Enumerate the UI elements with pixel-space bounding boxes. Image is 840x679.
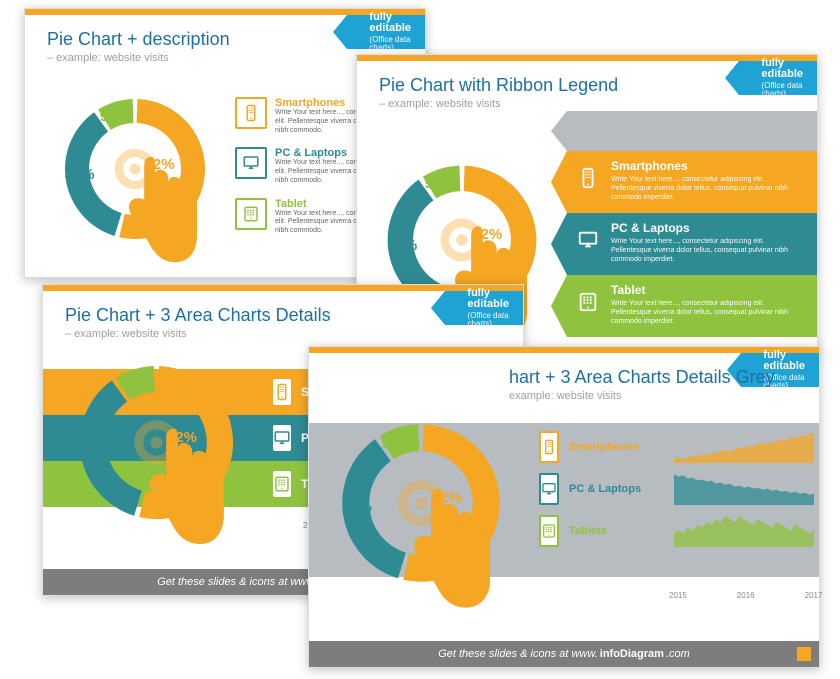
footer-bar: Get these slides & icons at www.infoDiag… xyxy=(309,641,819,667)
badge-line2: (Office data charts) xyxy=(761,82,803,98)
monitor-icon xyxy=(273,425,291,451)
smartphone-icon xyxy=(577,167,599,194)
smartphone-icon xyxy=(273,379,291,405)
slide-subtitle: – example: website visits xyxy=(65,328,331,340)
pct-9: 9% xyxy=(425,175,447,192)
detail-title: Smartphones xyxy=(569,441,664,453)
detail-row: Tablets xyxy=(539,513,801,549)
slide-title: Pie Chart + 3 Area Charts Details xyxy=(65,305,331,326)
badge-line1: fully editable xyxy=(761,58,803,80)
pct-9: 9% xyxy=(100,108,122,125)
monitor-icon xyxy=(539,473,559,505)
slide-title: Pie Chart + description xyxy=(47,29,230,50)
badge-line2: (Office data charts) xyxy=(369,36,411,52)
smartphone-icon xyxy=(539,431,559,463)
donut-chart: 52% 35% 9% xyxy=(55,89,215,249)
ribbon-legend: Smartphones Write Your text here..., cons… xyxy=(567,111,817,337)
pct-52: 52% xyxy=(145,156,175,173)
donut-chart: 52% 35% 9% xyxy=(331,413,511,593)
ribbon-title: PC & Laptops xyxy=(611,221,805,235)
smartphone-icon xyxy=(235,97,267,129)
monitor-icon xyxy=(577,229,599,256)
detail-row: Smartphones xyxy=(539,429,801,465)
donut-chart: 52% 35% 9% xyxy=(69,355,244,530)
ribbon-desc: Write Your text here..., consectetur adi… xyxy=(611,300,805,326)
year-label: 2017 xyxy=(805,591,823,600)
slide-title: hart + 3 Area Charts Details Grey xyxy=(509,367,775,388)
ribbon-desc: Write Your text here..., consectetur adi… xyxy=(611,176,805,202)
detail-title: PC & Laptops xyxy=(569,483,664,495)
area-chart xyxy=(674,513,814,549)
badge-line2: (Office data charts) xyxy=(467,312,509,328)
ribbon-row: Tablet Write Your text here..., consectet… xyxy=(567,275,817,337)
year-label: 2016 xyxy=(737,591,755,600)
ribbon-row: Smartphones Write Your text here..., cons… xyxy=(567,151,817,213)
detail-title: Tablets xyxy=(569,525,664,537)
slide-subtitle: example: website visits xyxy=(509,390,775,402)
monitor-icon xyxy=(235,147,267,179)
ribbon-desc: Write Your text here..., consectetur adi… xyxy=(611,238,805,264)
slide-subtitle: – example: website visits xyxy=(379,98,618,110)
year-axis: 2015 2016 2017 xyxy=(669,591,822,600)
pct-52: 52% xyxy=(432,489,462,506)
pct-35: 35% xyxy=(387,237,417,254)
ribbon-header xyxy=(567,111,817,151)
slide-4: fully editable(Office data charts)hart +… xyxy=(308,346,820,668)
detail-rows: Smartphones PC & Laptops Tablets xyxy=(539,429,801,549)
pct-9: 9% xyxy=(118,376,140,393)
ribbon-row: PC & Laptops Write Your text here..., con… xyxy=(567,213,817,275)
badge-line1: fully editable xyxy=(369,12,411,34)
area-chart xyxy=(674,429,814,465)
pct-52: 52% xyxy=(167,429,197,446)
ribbon-title: Smartphones xyxy=(611,159,805,173)
pct-35: 35% xyxy=(342,499,372,516)
tablet-icon xyxy=(577,291,599,318)
pct-35: 35% xyxy=(65,166,95,183)
ribbon-title: Tablet xyxy=(611,283,805,297)
pct-9: 9% xyxy=(381,435,403,452)
slide-subtitle: – example: website visits xyxy=(47,52,230,64)
pct-35: 35% xyxy=(80,439,110,456)
footer-text: Get these slides & icons at www.infoDiag… xyxy=(438,648,690,660)
detail-row: PC & Laptops xyxy=(539,471,801,507)
year-label: 2015 xyxy=(669,591,687,600)
area-chart xyxy=(674,471,814,507)
slide-title: Pie Chart with Ribbon Legend xyxy=(379,75,618,96)
tablet-icon xyxy=(539,515,559,547)
pct-52: 52% xyxy=(472,226,502,243)
tablet-icon xyxy=(235,198,267,230)
badge-line1: fully editable xyxy=(467,288,509,310)
footer-square-icon xyxy=(797,647,811,661)
tablet-icon xyxy=(273,471,291,497)
